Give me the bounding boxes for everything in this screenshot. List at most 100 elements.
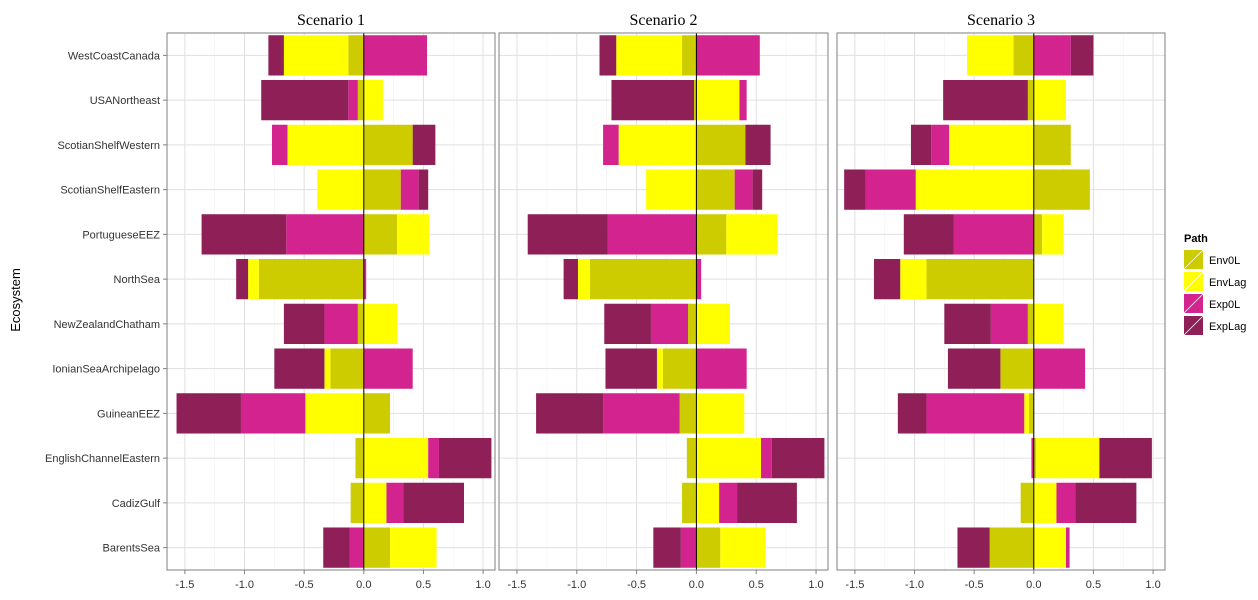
panel-background <box>167 33 495 570</box>
bar-exp0l-portugueseeez <box>286 214 364 255</box>
bar-env0l-usanortheast <box>357 79 364 121</box>
x-tick-label: -0.5 <box>295 579 314 591</box>
bar-explag-englishchanneleastern <box>438 437 492 479</box>
bar-env0l-scotianshelfeastern <box>696 169 735 210</box>
bar-envlag-northsea <box>248 258 259 300</box>
bar-explag-scotianshelfeastern <box>844 169 866 210</box>
bar-exp0l-westcoastcanada <box>1033 35 1071 76</box>
bar-explag-scotianshelfeastern <box>418 169 429 210</box>
bar-envlag-englishchanneleastern <box>1036 437 1100 479</box>
bar-exp0l-barentssea <box>1066 527 1070 568</box>
bar-env0l-barentssea <box>989 527 1034 568</box>
bar-env0l-newzealandchatham <box>1027 303 1034 345</box>
category-label-barentssea: BarentsSea <box>103 543 161 555</box>
bar-envlag-cadizgulf <box>696 482 720 524</box>
x-tick-label: 0.0 <box>689 579 704 591</box>
bar-exp0l-barentssea <box>680 527 697 568</box>
category-label-westcoastcanada: WestCoastCanada <box>68 50 161 62</box>
bar-env0l-scotianshelfeastern <box>1033 169 1090 210</box>
panel-title: Scenario 1 <box>297 12 365 29</box>
x-tick-label: 0.5 <box>749 579 764 591</box>
bar-env0l-barentssea <box>363 527 391 568</box>
x-tick-label: 0.0 <box>356 579 371 591</box>
x-tick-label: -1.5 <box>175 579 194 591</box>
legend-item-explag: ExpLag <box>1183 315 1246 336</box>
legend-label: EnvLag <box>1209 277 1246 289</box>
bar-envlag-scotianshelfwestern <box>949 124 1034 166</box>
x-tick-label: -0.5 <box>627 579 646 591</box>
bar-explag-usanortheast <box>943 79 1028 121</box>
bar-envlag-northsea <box>900 258 927 300</box>
bar-envlag-barentssea <box>720 527 766 568</box>
category-label-englishchanneleastern: EnglishChannelEastern <box>45 453 160 465</box>
category-label-guineaneez: GuineanEEZ <box>97 408 160 420</box>
panel-border <box>166 32 496 571</box>
bar-envlag-westcoastcanada <box>283 35 349 76</box>
bar-explag-northsea <box>563 258 578 300</box>
bar-explag-scotianshelfeastern <box>752 169 763 210</box>
bar-env0l-usanortheast <box>1027 79 1034 121</box>
legend-label: Env0L <box>1209 255 1240 267</box>
bar-explag-cadizgulf <box>1075 482 1137 524</box>
bar-envlag-guineaneez <box>1024 393 1030 434</box>
legend-swatch-slash <box>1183 293 1204 314</box>
bar-env0l-northsea <box>258 258 364 300</box>
bar-envlag-newzealandchatham <box>1033 303 1064 345</box>
bar-envlag-englishchanneleastern <box>363 437 429 479</box>
bar-exp0l-englishchanneleastern <box>1031 437 1034 479</box>
x-tick-label: -1.0 <box>905 579 924 591</box>
bar-explag-usanortheast <box>261 79 349 121</box>
bar-env0l-northsea <box>926 258 1034 300</box>
bar-env0l-portugueseeez <box>1033 214 1043 255</box>
bar-explag-ionianseaarchipelago <box>274 348 325 389</box>
bar-explag-englishchanneleastern <box>771 437 825 479</box>
bar-env0l-ionianseaarchipelago <box>330 348 364 389</box>
bar-exp0l-westcoastcanada <box>696 35 760 76</box>
bar-envlag-usanortheast <box>1033 79 1067 121</box>
panel-title: Scenario 2 <box>630 12 698 29</box>
legend-swatch-slash <box>1183 271 1204 292</box>
bar-exp0l-ionianseaarchipelago <box>363 348 413 389</box>
bar-env0l-cadizgulf <box>350 482 364 524</box>
x-tick-label: 1.0 <box>1145 579 1160 591</box>
category-label-scotianshelfeastern: ScotianShelfEastern <box>60 185 160 197</box>
bar-env0l-northsea <box>589 258 697 300</box>
bar-env0l-ionianseaarchipelago <box>1000 348 1034 389</box>
bar-exp0l-cadizgulf <box>386 482 404 524</box>
bar-env0l-barentssea <box>696 527 721 568</box>
panels-layer: Scenario 1 -1.5 -1.0 -0.5 0.0 0.5 1.0 Scenario … <box>166 12 1166 591</box>
bar-explag-barentssea <box>323 527 350 568</box>
x-tick-label: -1.0 <box>567 579 586 591</box>
bar-envlag-scotianshelfeastern <box>646 169 697 210</box>
bar-exp0l-scotianshelfwestern <box>931 124 950 166</box>
x-tick-label: -0.5 <box>965 579 984 591</box>
y-axis-title: Ecosystem <box>8 268 23 332</box>
bar-envlag-portugueseeez <box>726 214 778 255</box>
bar-env0l-westcoastcanada <box>1013 35 1034 76</box>
bar-explag-englishchanneleastern <box>1099 437 1152 479</box>
bar-env0l-scotianshelfeastern <box>363 169 401 210</box>
category-label-northsea: NorthSea <box>114 274 161 286</box>
legend-title: Path <box>1184 233 1208 245</box>
bar-exp0l-newzealandchatham <box>650 303 689 345</box>
bar-envlag-barentssea <box>390 527 437 568</box>
bar-envlag-portugueseeez <box>1042 214 1064 255</box>
bar-exp0l-guineaneez <box>240 393 306 434</box>
bar-explag-westcoastcanada <box>599 35 617 76</box>
bar-exp0l-englishchanneleastern <box>761 437 772 479</box>
bar-env0l-portugueseeez <box>696 214 727 255</box>
bar-envlag-portugueseeez <box>397 214 430 255</box>
bar-exp0l-newzealandchatham <box>990 303 1028 345</box>
x-tick-label: -1.5 <box>507 579 526 591</box>
bar-explag-cadizgulf <box>737 482 797 524</box>
bar-env0l-englishchanneleastern <box>1033 437 1037 479</box>
bar-envlag-scotianshelfwestern <box>618 124 697 166</box>
bar-explag-scotianshelfwestern <box>910 124 932 166</box>
bar-exp0l-guineaneez <box>926 393 1025 434</box>
bar-exp0l-cadizgulf <box>1056 482 1076 524</box>
bar-explag-barentssea <box>653 527 681 568</box>
bar-envlag-usanortheast <box>363 79 383 121</box>
bar-explag-portugueseeez <box>903 214 954 255</box>
bar-envlag-barentssea <box>1033 527 1067 568</box>
